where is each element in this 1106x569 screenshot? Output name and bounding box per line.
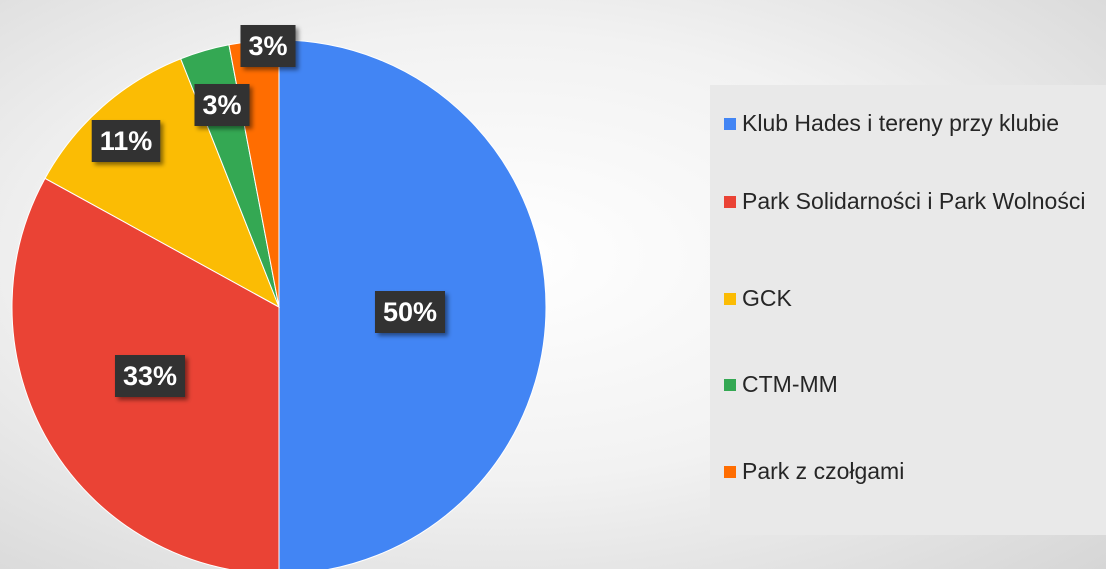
- legend-swatch: [724, 379, 736, 391]
- data-label-text: 50%: [383, 297, 437, 327]
- data-label: 50%: [374, 291, 446, 333]
- data-label-text: 3%: [248, 31, 287, 61]
- legend-label: GCK: [742, 285, 792, 311]
- data-label: 11%: [91, 120, 161, 162]
- legend-label: Park z czołgami: [742, 458, 905, 484]
- data-label-box: [194, 84, 250, 126]
- data-label-box: [374, 291, 446, 333]
- data-label-text: 3%: [202, 90, 241, 120]
- legend-swatch: [724, 118, 736, 130]
- legend-item: Park z czołgami: [724, 455, 1094, 487]
- legend-item: Park Solidarności i Park Wolności: [724, 185, 1094, 217]
- legend-label: Klub Hades i tereny przy klubie: [742, 110, 1060, 136]
- legend-label: Park Solidarności i Park Wolności: [742, 188, 1086, 214]
- data-label-box: [240, 25, 296, 67]
- data-label: 33%: [114, 355, 186, 397]
- legend-swatch: [724, 196, 736, 208]
- legend: Klub Hades i tereny przy klubie Park Soli…: [710, 85, 1106, 535]
- legend-item: GCK: [724, 282, 1094, 314]
- data-label: 3%: [194, 84, 250, 126]
- legend-swatch: [724, 466, 736, 478]
- data-label: 3%: [240, 25, 296, 67]
- data-labels: 50% 33% 11% 3%3%: [91, 25, 446, 397]
- legend-label: CTM-MM: [742, 371, 838, 397]
- legend-swatch: [724, 293, 736, 305]
- data-label-box: [114, 355, 186, 397]
- pie: [11, 39, 547, 569]
- legend-item: Klub Hades i tereny przy klubie: [724, 107, 1094, 139]
- data-label-text: 11%: [100, 126, 153, 156]
- data-label-text: 33%: [123, 361, 177, 391]
- legend-item: CTM-MM: [724, 368, 1094, 400]
- data-label-box: [91, 120, 161, 162]
